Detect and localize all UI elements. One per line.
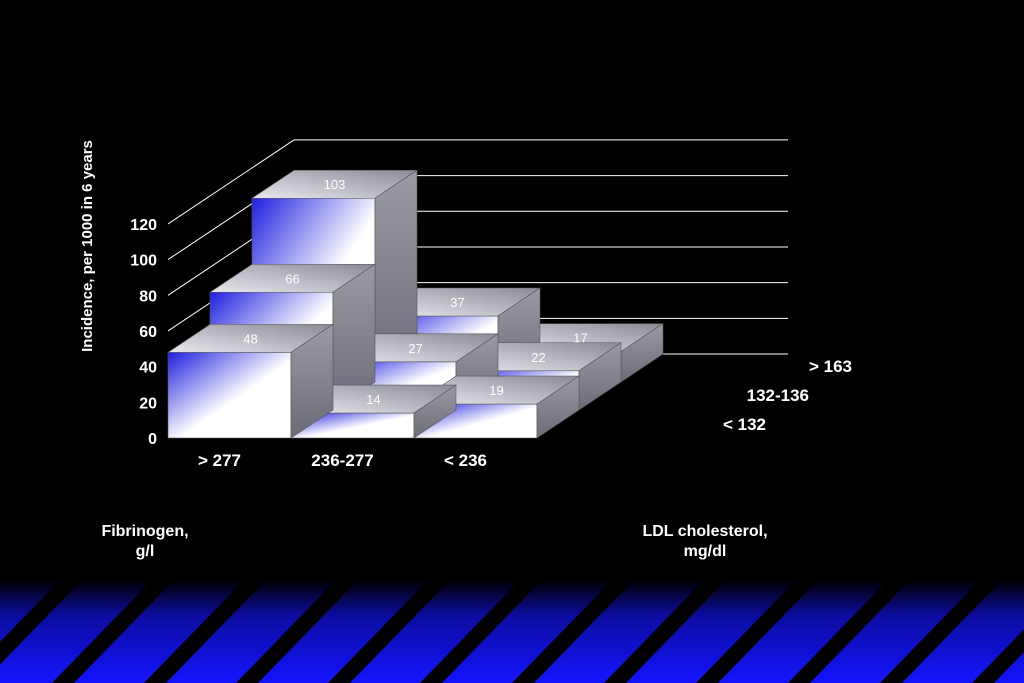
y-tick-label: 120 — [130, 217, 157, 234]
depth-axis-title-line1: LDL cholesterol, — [642, 523, 768, 540]
bar-side — [290, 323, 334, 439]
data-label: 17 — [573, 331, 587, 346]
y-tick-label: 100 — [130, 253, 157, 270]
bar-side — [413, 384, 457, 439]
bar: 19 — [413, 375, 580, 439]
y-tick-label: 40 — [139, 360, 157, 377]
footer-stripe — [604, 580, 726, 683]
footer-stripe — [512, 580, 634, 683]
y-tick-label: 60 — [139, 324, 157, 341]
y-axis-title: Incidence, per 1000 in 6 years — [79, 140, 96, 352]
data-label: 103 — [324, 177, 346, 192]
footer-stripe-band — [0, 580, 1024, 683]
x-tick-label: > 277 — [198, 451, 241, 470]
x-axis-title-line2: g/l — [135, 543, 155, 560]
footer-stripe — [696, 580, 818, 683]
x-axis-title: Fibrinogen, g/l — [70, 522, 220, 562]
depth-axis-title: LDL cholesterol, mg/dl — [620, 522, 790, 562]
data-label: 22 — [531, 350, 545, 365]
data-label: 48 — [243, 331, 257, 346]
footer-stripe — [0, 580, 82, 665]
footer-stripe — [52, 580, 174, 683]
bars: 17 37 103 22 27 66 19 14 48 — [167, 169, 664, 439]
footer-stripe — [144, 580, 266, 683]
footer-stripe — [880, 580, 1002, 683]
x-axis-title-line1: Fibrinogen, — [101, 523, 189, 540]
y-tick-label: 20 — [139, 395, 157, 412]
y-tick-label: 0 — [148, 431, 157, 448]
data-label: 14 — [366, 392, 380, 407]
footer-stripe — [788, 580, 910, 683]
axis-labels: 0 20 40 60 80 100 120 Incidence, per 1000 in 6 … — [79, 140, 852, 470]
data-label: 19 — [489, 383, 503, 398]
gridline-diagonal — [167, 139, 295, 225]
bar-front — [167, 352, 292, 439]
footer-stripe — [420, 580, 542, 683]
footer-stripe — [328, 580, 450, 683]
footer-stripe — [236, 580, 358, 683]
depth-tick-label: 132-136 — [747, 386, 809, 405]
y-tick-label: 80 — [139, 288, 157, 305]
data-label: 37 — [450, 295, 464, 310]
x-tick-label: 236-277 — [311, 451, 373, 470]
x-tick-label: < 236 — [444, 451, 487, 470]
depth-tick-label: > 163 — [809, 357, 852, 376]
data-label: 27 — [408, 341, 422, 356]
depth-axis-title-line2: mg/dl — [683, 543, 727, 560]
bar-side — [536, 375, 580, 439]
bar: 48 — [167, 323, 334, 439]
data-label: 66 — [285, 271, 299, 286]
depth-tick-label: < 132 — [723, 415, 766, 434]
